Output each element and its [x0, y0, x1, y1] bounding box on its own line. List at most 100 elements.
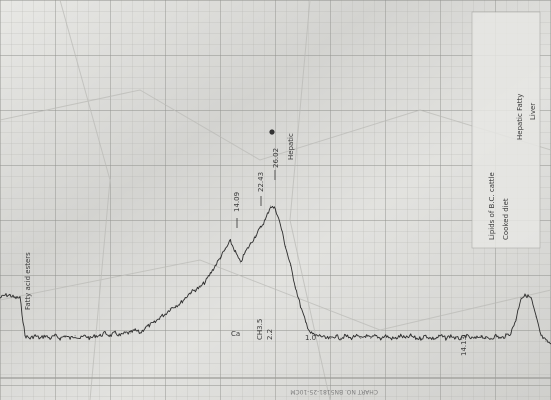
chart-data-point — [79, 337, 81, 339]
chart-data-point — [415, 337, 417, 339]
annotation-left-ester: Fatty acid esters — [24, 252, 32, 310]
chart-data-point — [370, 337, 372, 339]
chart-data-point — [259, 227, 262, 229]
chart-data-point — [179, 302, 181, 304]
chart-data-point — [119, 335, 121, 337]
chart-data-point — [124, 332, 126, 334]
chart-data-point — [239, 262, 241, 264]
chart-data-point — [435, 337, 437, 339]
chart-data-point — [430, 337, 432, 339]
chart-data-point — [84, 335, 86, 337]
chart-trace-line — [0, 205, 551, 345]
chart-data-point — [114, 332, 116, 334]
chart-data-point — [410, 335, 412, 337]
chart-data-point — [164, 313, 166, 315]
chart-data-point — [154, 321, 156, 323]
chart-data-point — [39, 337, 41, 339]
annotation-peak-1409: 14.09 — [233, 192, 241, 212]
chart-data-point — [64, 335, 66, 337]
chart-data-point — [279, 224, 282, 226]
chart-data-point — [420, 337, 422, 339]
chart-data-point — [74, 335, 76, 337]
chart-data-point — [455, 337, 457, 339]
chart-data-point — [500, 337, 502, 339]
chart-data-point — [224, 248, 226, 250]
chart-data-point — [99, 335, 101, 337]
chart-data-point — [104, 332, 106, 334]
chart-data-point — [330, 337, 332, 339]
chart-data-point — [204, 281, 206, 283]
chart-data-point — [320, 335, 322, 337]
chart-data-point — [375, 335, 377, 337]
chart-data-point — [244, 251, 246, 253]
chart-trace-layer — [0, 205, 551, 345]
side-note-line-3: Hepatic Fatty — [516, 94, 524, 140]
chart-data-point — [139, 332, 141, 334]
chart-data-point — [490, 337, 492, 339]
chart-data-point — [535, 316, 537, 318]
peak-markers — [236, 129, 276, 228]
chart-data-point — [525, 294, 527, 296]
annotation-22: 2.2 — [266, 329, 274, 340]
chart-data-point — [229, 240, 231, 242]
annotation-peak-2602: 26.02 — [272, 148, 280, 168]
chart-data-point — [540, 335, 542, 337]
chart-data-point — [545, 340, 547, 342]
side-note-line-4: Liver — [529, 103, 537, 120]
chart-data-point — [94, 335, 96, 337]
chart-data-point — [530, 297, 532, 299]
chart-data-point — [69, 337, 71, 339]
chart-data-point — [400, 335, 402, 337]
chart-data-point — [355, 335, 357, 337]
chart-data-point — [445, 337, 447, 339]
annotation-peak-2243: 22.43 — [257, 172, 265, 192]
chart-data-point — [269, 205, 272, 207]
chart-data-point — [299, 305, 302, 307]
chart-data-point — [470, 337, 472, 339]
annotation-10: 1.0 — [305, 334, 316, 342]
chart-data-point — [485, 337, 487, 339]
annotation-ca: Ca — [231, 330, 240, 338]
chart-data-point — [510, 332, 512, 334]
chart-data-point — [505, 335, 507, 337]
chart-data-point — [134, 329, 136, 331]
chart-data-point — [465, 335, 467, 337]
chart-data-point — [450, 335, 452, 337]
chart-data-point — [345, 335, 347, 337]
chart-data-point — [169, 308, 171, 310]
chart-data-point — [4, 294, 6, 296]
chart-data-point — [59, 337, 61, 339]
chart-data-point — [214, 264, 216, 267]
chart-data-point — [495, 335, 497, 337]
chart-data-point — [294, 286, 297, 288]
side-note-line-2: Cooked diet — [502, 198, 510, 240]
side-note-panel: Lipids of B.C. cattle Cooked diet Hepati… — [471, 11, 541, 249]
chart-data-point — [9, 294, 11, 296]
chart-data-point — [305, 321, 307, 323]
chart-data-point — [184, 297, 186, 299]
chart-data-point — [365, 335, 367, 337]
chart-data-point — [199, 286, 201, 288]
chart-number-label: CHART NO. BN5181-25-10CM — [290, 388, 378, 395]
chart-data-point — [34, 335, 36, 337]
chart-data-point — [129, 332, 131, 334]
chart-data-point — [390, 337, 392, 339]
chart-data-point — [19, 297, 21, 299]
chart-data-point — [325, 337, 327, 339]
chart-data-point — [264, 219, 267, 221]
chart-data-point — [254, 235, 257, 237]
chart-data-point — [14, 297, 16, 299]
chart-data-point — [174, 305, 176, 307]
chart-data-point — [144, 327, 146, 329]
chart-data-point — [209, 273, 211, 275]
annotation-right-1413: 14.13 — [460, 336, 468, 356]
side-note-line-1: Lipids of B.C. cattle — [488, 172, 496, 240]
chart-data-point — [380, 337, 382, 339]
annotation-hepatic: Hepatic — [287, 133, 295, 160]
chart-data-point — [385, 335, 387, 337]
chart-data-point — [29, 337, 31, 339]
chart-data-point — [274, 208, 277, 210]
chart-data-point — [194, 289, 196, 291]
chart-data-point — [520, 297, 522, 299]
chart-data-point — [189, 291, 191, 294]
